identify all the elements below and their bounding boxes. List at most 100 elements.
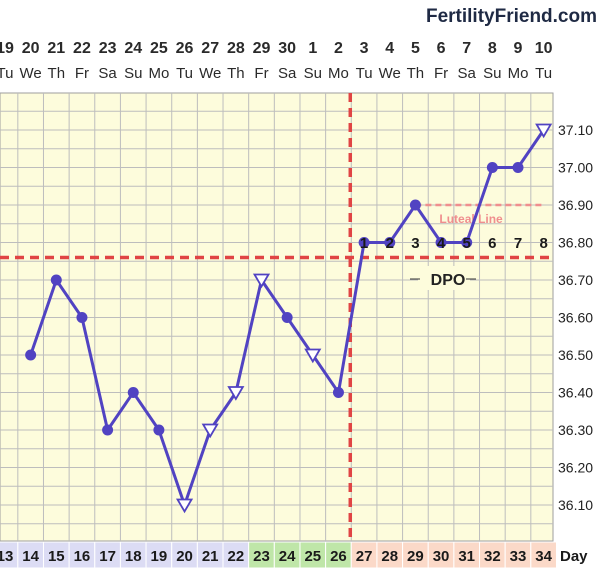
temperature-point [153,424,165,436]
temperature-point [461,237,473,248]
y-tick-label: 37.10 [558,122,593,138]
temperature-point [281,312,293,323]
date-label: 7 [462,40,471,57]
cycle-day-label: 30 [433,548,450,565]
y-tick-label: 36.20 [558,460,593,476]
temperature-point [50,274,62,286]
dpo-number: 5 [463,235,471,252]
weekday-label: Sa [458,65,477,82]
cycle-day-cell [479,541,506,569]
y-tick-label: 36.60 [558,310,593,326]
weekday-label: Mo [328,65,349,82]
grid-lines [0,93,553,541]
dpo-number: 8 [539,235,547,252]
weekday-label: We [20,65,42,82]
cycle-day-label: 14 [22,548,39,565]
cycle-day-label: 19 [151,548,168,565]
weekday-label: Su [483,65,501,82]
date-label: 10 [535,40,553,57]
date-label: 26 [176,40,194,57]
weekday-label: Th [227,65,245,82]
date-label: 30 [278,40,296,57]
date-label: 8 [488,40,497,57]
cycle-day-cell [171,541,198,569]
cycle-day-cell [350,541,378,569]
temperature-point [25,349,37,361]
cycle-day-cell [453,541,481,569]
cycle-day-label: 26 [330,548,347,565]
date-label: 27 [201,40,219,57]
date-label: 2 [334,40,343,57]
day-row-label: Day [560,548,588,565]
cycle-day-cell [427,541,455,569]
date-label: 19 [0,40,14,57]
y-tick-label: 37.00 [558,160,593,176]
y-tick-label: 36.90 [558,197,593,213]
weekday-label: Su [304,65,322,82]
cycle-day-cell [94,541,121,569]
date-label: 25 [150,40,168,57]
weekday-label: Mo [508,65,529,82]
date-label: 22 [73,40,91,57]
temperature-point [358,237,370,248]
cycle-day-row: 13 14 15 16 17 18 19 20 21 22 23 24 25 26 27 28 29 30 31 32… [0,541,588,569]
y-tick-label: 36.50 [558,347,593,363]
weekday-label: Tu [356,65,373,82]
cycle-day-label: 28 [381,548,398,565]
cycle-day-cell [376,541,404,569]
y-tick-label: 36.30 [558,422,593,438]
cycle-day-label: 22 [228,548,245,565]
date-label: 3 [360,40,369,57]
cycle-day-label: 27 [356,548,373,565]
dpo-number: 4 [437,235,446,252]
cycle-day-label: 24 [279,548,296,565]
cycle-day-cell [325,541,352,569]
luteal-line-label: Luteal Line [439,212,503,226]
temperature-point [127,387,139,398]
cycle-day-label: 32 [484,548,501,565]
y-tick-label: 36.80 [558,235,593,251]
weekday-label: Th [48,65,66,82]
temperature-point [76,312,88,323]
cycle-day-label: 23 [253,548,270,565]
weekday-label: Sa [278,65,297,82]
dpo-number: 3 [411,235,419,252]
temperature-point [102,424,114,436]
cycle-day-label: 15 [48,548,65,565]
date-label: 29 [253,40,271,57]
cycle-day-label: 21 [202,548,219,565]
weekday-label: Sa [98,65,117,82]
temperature-point [384,237,396,248]
cycle-day-cell [42,541,70,569]
reference-lines: Luteal Line DPO [0,93,553,541]
weekday-label: Su [124,65,142,82]
temperature-point-open [201,423,219,439]
date-label: 28 [227,40,245,57]
temperature-point-open [252,273,271,289]
weekday-label: Fr [434,65,448,82]
cycle-day-cell [530,541,557,569]
cycle-day-cell [68,541,96,569]
cycle-day-label: 29 [407,548,424,565]
y-tick-label: 36.40 [558,385,593,401]
temperature-point-open [175,498,194,514]
weekday-label: Fr [254,65,268,82]
temperature-point-open [535,123,553,139]
y-tick-label: 36.10 [558,497,593,513]
dpo-number: 6 [488,235,496,252]
cycle-day-label: 20 [176,548,193,565]
weekday-label: We [199,65,221,82]
weekday-label: Tu [0,65,13,82]
cycle-day-label: 25 [304,548,321,565]
temperature-point [512,162,524,173]
cycle-day-label: 17 [99,548,116,565]
temperature-point-open [227,386,245,401]
dpo-label-bg [418,266,470,290]
temperature-point [332,387,344,398]
brand-logo: FertilityFriend.com [426,6,597,27]
cycle-day-label: 34 [535,548,552,565]
